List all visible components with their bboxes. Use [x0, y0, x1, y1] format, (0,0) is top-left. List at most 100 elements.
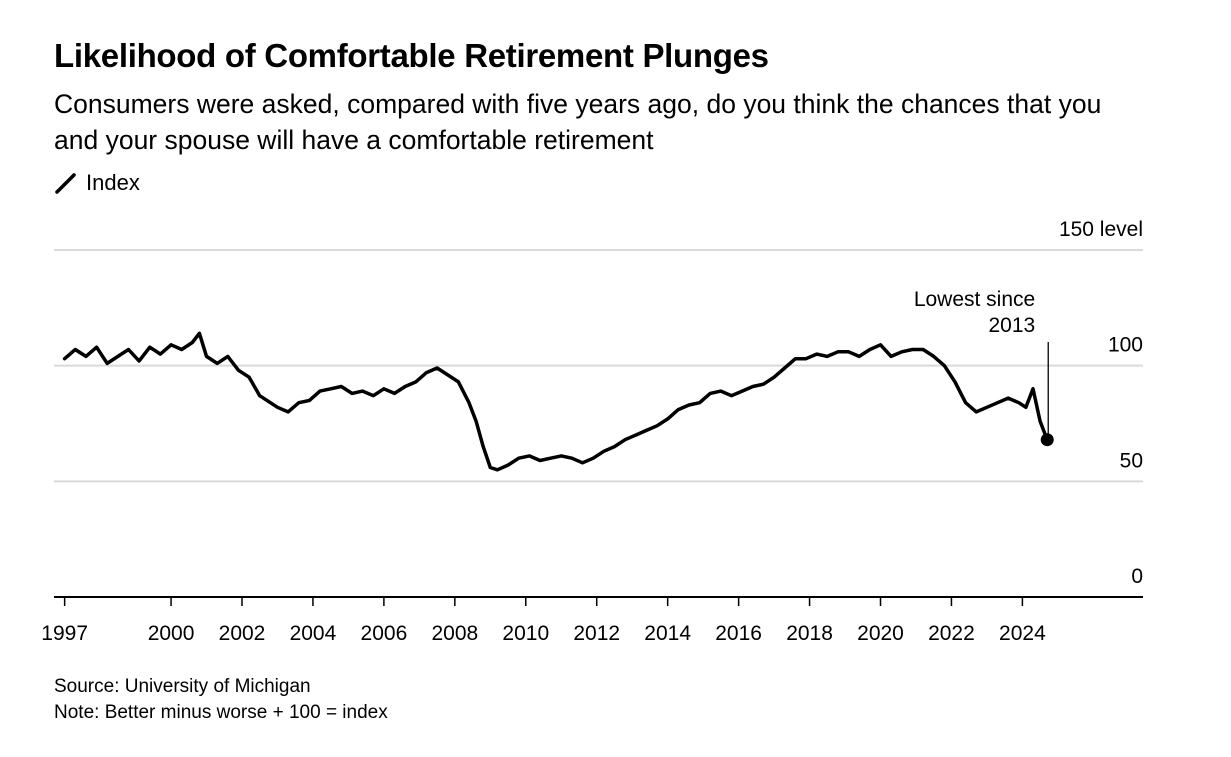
x-tick-label-1997: 1997: [41, 622, 88, 645]
data-point: [741, 390, 743, 392]
data-point: [468, 401, 470, 404]
data-point: [858, 355, 860, 358]
data-point: [890, 355, 892, 358]
data-point: [95, 346, 98, 349]
legend: Index: [54, 170, 140, 196]
data-point: [482, 445, 485, 448]
x-tick-label-2006: 2006: [361, 622, 408, 645]
data-point: [879, 344, 882, 346]
data-point: [446, 374, 449, 376]
data-point: [287, 411, 289, 413]
chart-title: Likelihood of Comfortable Retirement Plu…: [54, 37, 769, 74]
x-tick-label-2012: 2012: [573, 622, 620, 645]
data-point: [837, 351, 839, 353]
x-tick-label-2018: 2018: [786, 622, 833, 645]
data-point: [645, 429, 648, 432]
chart-subtitle: Consumers were asked, compared with five…: [54, 89, 1102, 155]
data-point: [869, 348, 871, 351]
data-point: [666, 418, 669, 420]
data-point: [198, 332, 201, 335]
annotation-text-line1: Lowest since: [914, 288, 1035, 311]
data-point: [996, 401, 999, 404]
data-point: [329, 388, 332, 390]
data-point: [507, 464, 509, 466]
x-tick-label-2004: 2004: [290, 622, 337, 645]
data-point: [269, 401, 272, 404]
data-point: [911, 348, 914, 351]
pen-line-icon: [55, 173, 76, 194]
data-point: [528, 455, 531, 457]
data-point: [752, 385, 754, 388]
data-point: [603, 450, 605, 453]
data-point: [351, 392, 353, 395]
data-point: [361, 390, 364, 392]
data-point: [624, 438, 626, 441]
footer: Source: University of Michigan Note: Bet…: [54, 674, 388, 726]
x-tick-label-2020: 2020: [857, 622, 904, 645]
data-point: [539, 459, 541, 462]
data-point: [180, 348, 183, 351]
data-point: [720, 390, 722, 392]
data-point: [340, 385, 343, 388]
data-point: [216, 362, 218, 365]
data-point: [372, 394, 375, 397]
data-point: [237, 369, 240, 372]
x-tick-label-2024: 2024: [999, 622, 1046, 645]
data-point: [149, 346, 151, 349]
data-point: [826, 355, 829, 358]
x-tick-label-2010: 2010: [502, 622, 549, 645]
data-point: [170, 344, 172, 346]
data-point: [571, 457, 573, 460]
data-point: [276, 406, 279, 409]
annotation-text-line2: 2013: [989, 314, 1036, 337]
data-point: [549, 457, 552, 460]
index-note: Note: Better minus worse + 100 = index: [54, 702, 388, 723]
data-point: [762, 383, 765, 386]
data-point: [393, 392, 396, 395]
latest-value-marker: [1040, 433, 1054, 447]
data-point: [436, 367, 438, 369]
data-point: [698, 401, 701, 404]
data-point: [932, 355, 935, 358]
data-point: [613, 445, 616, 448]
data-point: [319, 390, 321, 392]
data-point: [709, 392, 711, 395]
data-point: [248, 376, 250, 379]
x-tick-label-2014: 2014: [644, 622, 691, 645]
y-tick-label-100: 100: [1108, 334, 1143, 357]
data-point: [964, 401, 967, 404]
data-point: [1039, 420, 1041, 423]
x-tick-label-2022: 2022: [928, 622, 975, 645]
data-point: [127, 348, 130, 351]
data-point: [517, 457, 520, 460]
data-point: [922, 348, 924, 351]
data-point: [1018, 401, 1020, 404]
data-point: [656, 425, 658, 427]
data-point: [1032, 388, 1034, 390]
data-point: [815, 353, 818, 355]
data-point: [560, 455, 563, 457]
data-point: [258, 394, 261, 397]
y-tick-label-150: 150 level: [1059, 218, 1143, 241]
x-tick-label-2000: 2000: [148, 622, 195, 645]
data-point: [308, 399, 311, 402]
data-point: [191, 341, 194, 344]
series-line-0: [62, 331, 1049, 472]
data-point: [1025, 406, 1027, 409]
y-tick-label-0: 0: [1131, 565, 1143, 588]
data-point: [496, 469, 499, 471]
data-point: [773, 376, 775, 379]
legend-label: Index: [86, 170, 140, 195]
data-point: [415, 381, 417, 383]
data-point: [805, 357, 807, 360]
data-point: [74, 348, 77, 351]
data-point: [730, 394, 733, 397]
data-point: [63, 357, 66, 360]
data-point: [205, 355, 208, 358]
data-point: [794, 357, 797, 360]
data-point: [634, 434, 637, 436]
data-point: [138, 360, 140, 362]
data-point: [159, 353, 162, 355]
data-point: [901, 351, 903, 353]
